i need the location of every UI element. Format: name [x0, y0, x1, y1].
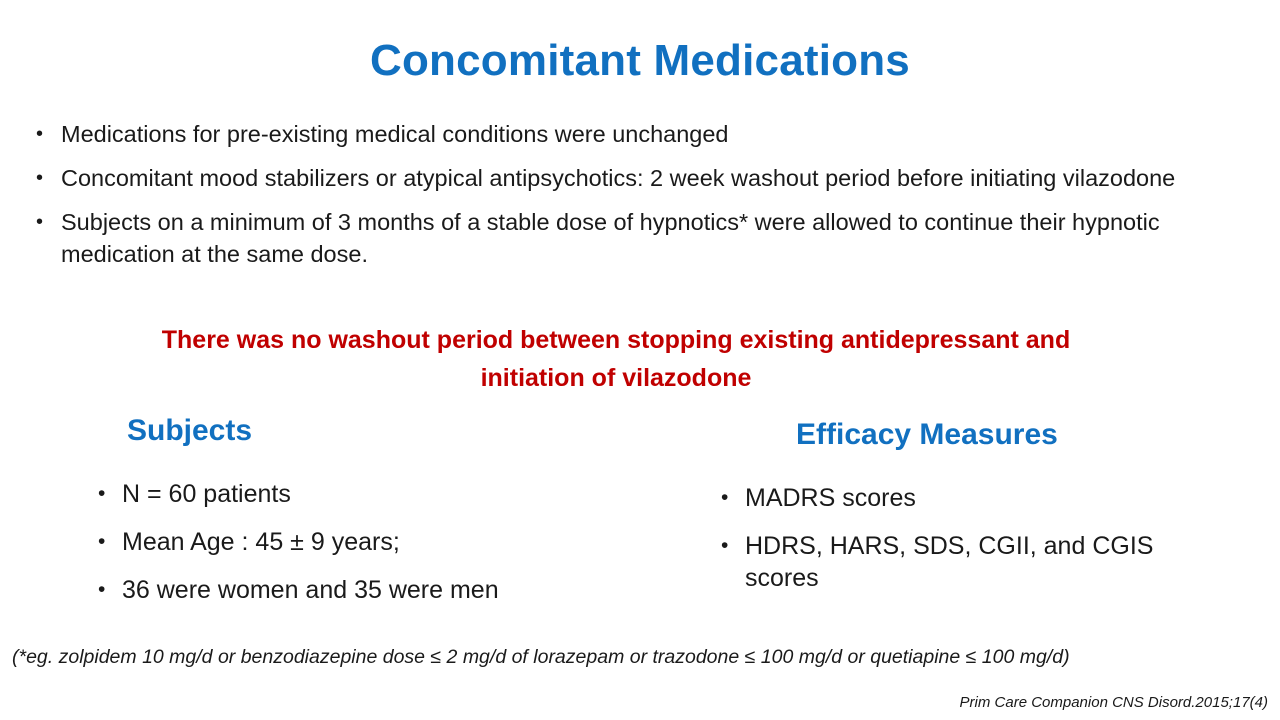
subjects-item: • Mean Age : 45 ± 9 years;	[98, 526, 638, 558]
bullet-icon: •	[98, 482, 106, 505]
footnote: (*eg. zolpidem 10 mg/d or benzodiazepine…	[12, 646, 1070, 668]
efficacy-item: • HDRS, HARS, SDS, CGII, and CGIS scores	[721, 530, 1191, 594]
bullet-item: • Subjects on a minimum of 3 months of a…	[36, 206, 1246, 270]
subjects-item: • 36 were women and 35 were men	[98, 574, 638, 606]
subjects-list: • N = 60 patients • Mean Age : 45 ± 9 ye…	[98, 478, 638, 622]
emphasis-line: There was no washout period between stop…	[161, 326, 1071, 354]
bullet-icon: •	[98, 578, 106, 601]
top-bullet-list: • Medications for pre-existing medical c…	[36, 118, 1246, 282]
subjects-heading: Subjects	[127, 414, 253, 447]
bullet-icon: •	[721, 486, 729, 509]
bullet-icon: •	[36, 211, 44, 233]
bullet-text: Subjects on a minimum of 3 months of a s…	[61, 209, 1160, 267]
efficacy-item-text: HDRS, HARS, SDS, CGII, and CGIS scores	[745, 532, 1154, 592]
emphasis-statement: There was no washout period between stop…	[0, 321, 1232, 397]
bullet-icon: •	[36, 167, 44, 189]
subjects-item-text: 36 were women and 35 were men	[122, 576, 499, 604]
bullet-text: Medications for pre-existing medical con…	[61, 121, 729, 147]
bullet-icon: •	[721, 534, 729, 557]
citation: Prim Care Companion CNS Disord.2015;17(4…	[959, 694, 1268, 711]
efficacy-item: • MADRS scores	[721, 482, 1191, 514]
subjects-item-text: N = 60 patients	[122, 480, 291, 508]
bullet-icon: •	[98, 530, 106, 553]
efficacy-item-text: MADRS scores	[745, 484, 916, 512]
slide-title: Concomitant Medications	[370, 36, 910, 85]
bullet-item: • Concomitant mood stabilizers or atypic…	[36, 162, 1246, 194]
efficacy-heading: Efficacy Measures	[796, 418, 1058, 451]
bullet-icon: •	[36, 123, 44, 145]
subjects-item: • N = 60 patients	[98, 478, 638, 510]
bullet-item: • Medications for pre-existing medical c…	[36, 118, 1246, 150]
subjects-item-text: Mean Age : 45 ± 9 years;	[122, 528, 400, 556]
efficacy-list: • MADRS scores • HDRS, HARS, SDS, CGII, …	[721, 482, 1191, 610]
emphasis-line: initiation of vilazodone	[480, 364, 752, 392]
bullet-text: Concomitant mood stabilizers or atypical…	[61, 165, 1176, 191]
